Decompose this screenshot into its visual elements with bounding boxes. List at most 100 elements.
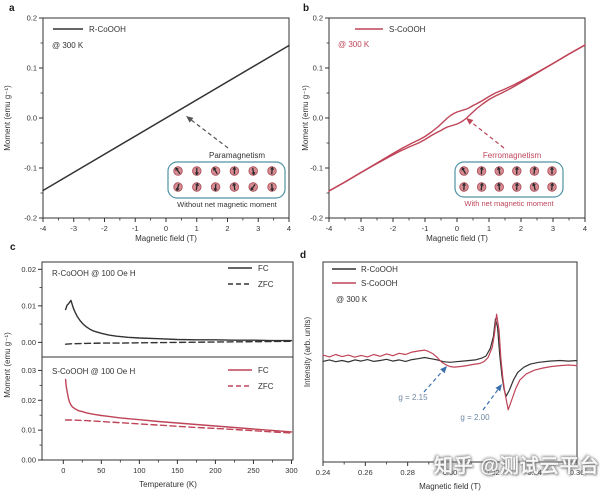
spin-icon (210, 166, 221, 176)
svg-text:FC: FC (258, 264, 269, 273)
spin-icon (459, 182, 469, 192)
spin-icon (476, 166, 487, 176)
svg-text:0.1: 0.1 (313, 64, 323, 73)
spin-inset-box (167, 161, 286, 199)
svg-text:-4: -4 (40, 224, 47, 233)
svg-text:100: 100 (133, 466, 146, 475)
svg-text:@ 300 K: @ 300 K (336, 295, 368, 304)
svg-text:50: 50 (97, 466, 105, 475)
spin-icon (494, 166, 504, 176)
svg-text:150: 150 (171, 466, 184, 475)
svg-text:0.00: 0.00 (21, 338, 36, 347)
svg-text:ZFC: ZFC (258, 280, 274, 289)
spin-inset-box (454, 161, 564, 198)
svg-text:0.01: 0.01 (21, 426, 36, 435)
svg-text:-2: -2 (390, 224, 397, 233)
arrowhead-icon (440, 366, 447, 374)
svg-text:-0.1: -0.1 (24, 164, 37, 173)
spin-icon (512, 182, 522, 192)
svg-text:3: 3 (551, 224, 555, 233)
svg-text:0: 0 (164, 224, 168, 233)
spin-icon (547, 182, 557, 192)
svg-text:@ 300 K: @ 300 K (52, 41, 84, 50)
svg-text:g = 2.15: g = 2.15 (398, 393, 428, 402)
svg-text:0.2: 0.2 (313, 14, 323, 23)
svg-text:@ 300 K: @ 300 K (338, 40, 370, 49)
svg-text:-1: -1 (132, 224, 139, 233)
svg-text:R-CoOOH: R-CoOOH (361, 265, 398, 274)
spin-icon (192, 166, 202, 176)
panel-d-label: d (300, 250, 307, 261)
series-S-CoOOH-ZFC (64, 419, 293, 434)
annotation-arrow (471, 121, 505, 149)
arrowhead-icon (466, 118, 474, 125)
svg-text:Moment (emu g⁻¹): Moment (emu g⁻¹) (3, 332, 12, 398)
spin-icon (267, 166, 277, 176)
panel-a-label: a (9, 3, 15, 14)
spin-icon (494, 182, 504, 192)
svg-text:-3: -3 (70, 224, 77, 233)
panel-b-label: b (303, 3, 310, 14)
svg-text:0: 0 (455, 224, 459, 233)
panel-c-label: c (10, 242, 16, 253)
svg-text:2: 2 (225, 224, 229, 233)
panel-d-chart: 0.24 0.26 0.28 0.30 0.32 0.34 0.36 Magnetic fie… (303, 261, 585, 491)
svg-text:-2: -2 (101, 224, 108, 233)
panel-c-chart: 0.00 0.01 0.02 0 50 100 150 200 250 300 0.00 0.01 0.… (3, 261, 298, 489)
spin-icon (248, 182, 258, 192)
spin-icon (248, 166, 258, 176)
svg-text:ZFC: ZFC (258, 382, 274, 391)
spin-icon (476, 182, 487, 192)
svg-text:With net magnetic moment: With net magnetic moment (464, 199, 554, 208)
series-S-CoOOH-upper-branch (328, 44, 586, 192)
svg-text:Temperature (K): Temperature (K) (139, 480, 197, 489)
svg-text:1: 1 (195, 224, 199, 233)
spin-icon (267, 182, 277, 192)
annotation-arrow (423, 370, 443, 393)
svg-text:0.24: 0.24 (316, 468, 331, 477)
svg-text:Ferromagnetism: Ferromagnetism (483, 151, 542, 160)
svg-text:Without net magnetic moment: Without net magnetic moment (177, 200, 278, 209)
svg-text:0.36: 0.36 (570, 468, 585, 477)
annotation-arrow (482, 389, 499, 411)
svg-text:0.02: 0.02 (21, 396, 36, 405)
svg-text:-3: -3 (358, 224, 365, 233)
svg-text:Magnetic field (T): Magnetic field (T) (135, 234, 197, 243)
panel-b-chart: -4 -3 -2 -1 0 1 2 3 4 -0.2 -0.1 0.0 0.1 0.2 Magnetic f… (301, 14, 587, 244)
svg-text:0.0: 0.0 (27, 114, 37, 123)
arrowhead-icon (186, 116, 194, 123)
svg-text:0.32: 0.32 (485, 468, 500, 477)
svg-text:0.30: 0.30 (443, 468, 458, 477)
svg-text:Moment (emu g⁻¹): Moment (emu g⁻¹) (3, 85, 12, 151)
spin-icon (210, 182, 221, 192)
series-R-CoOOH-ZFC (64, 340, 293, 345)
svg-text:300: 300 (285, 466, 298, 475)
watermark: 知乎 @测试云平台 (434, 456, 600, 477)
series-R-CoOOH-EPR (322, 318, 578, 397)
svg-text:4: 4 (287, 224, 291, 233)
svg-text:2: 2 (519, 224, 523, 233)
series-S-CoOOH-FC (64, 378, 293, 433)
axes-frame (41, 356, 294, 461)
svg-text:3: 3 (256, 224, 260, 233)
svg-text:-1: -1 (422, 224, 429, 233)
svg-text:FC: FC (258, 366, 269, 375)
spin-icon (173, 182, 183, 192)
arrowhead-icon (495, 384, 502, 392)
svg-text:0.26: 0.26 (358, 468, 373, 477)
svg-text:0.01: 0.01 (21, 301, 36, 310)
spin-icon (229, 182, 240, 192)
svg-text:Paramagnetism: Paramagnetism (209, 151, 265, 160)
svg-text:S-CoOOH: S-CoOOH (361, 279, 398, 288)
svg-text:Magnetic field (T): Magnetic field (T) (419, 482, 481, 491)
svg-text:S-CoOOH @ 100 Oe H: S-CoOOH @ 100 Oe H (52, 367, 135, 376)
svg-text:Moment (emu g⁻¹): Moment (emu g⁻¹) (301, 85, 310, 151)
svg-text:-0.2: -0.2 (310, 214, 323, 223)
series-R-CoOOH-FC (64, 299, 293, 342)
svg-text:Intensity (arb. units): Intensity (arb. units) (303, 317, 312, 388)
svg-text:0.0: 0.0 (313, 114, 323, 123)
svg-text:R-CoOOH @ 100 Oe H: R-CoOOH @ 100 Oe H (52, 269, 136, 278)
spin-icon (173, 166, 183, 176)
